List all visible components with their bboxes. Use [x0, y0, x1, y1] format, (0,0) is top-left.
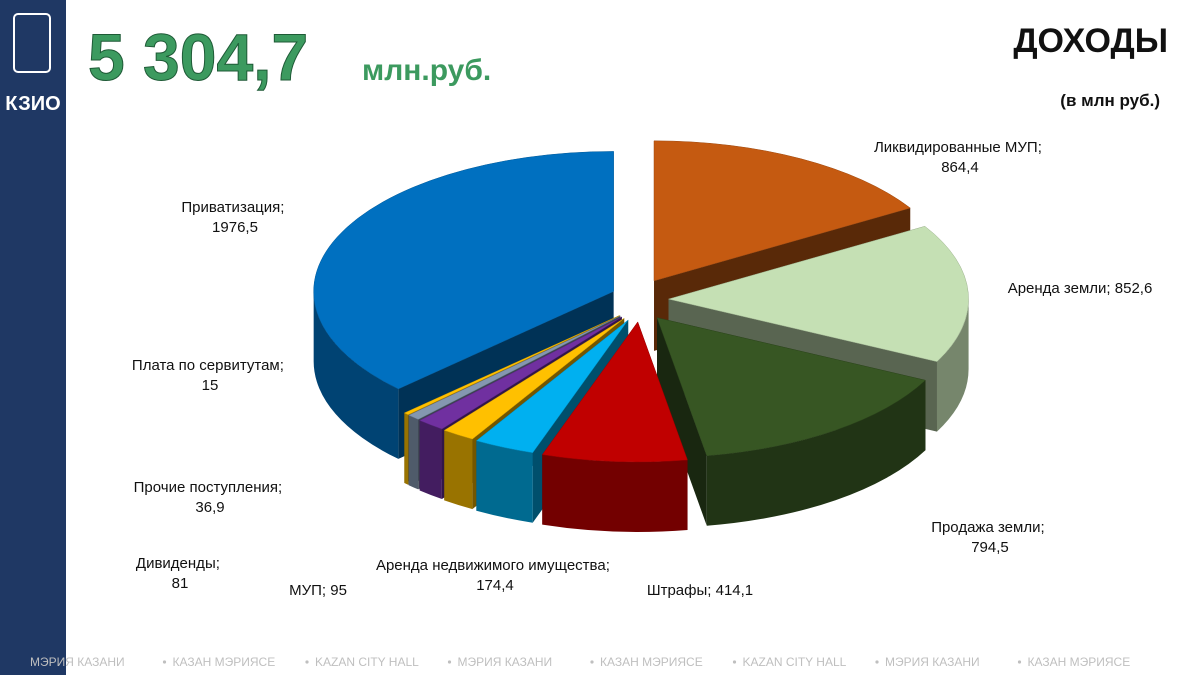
label-category: МУП: [289, 582, 322, 599]
slice: [656, 317, 926, 457]
label-category: Плата по сервитутам: [132, 357, 280, 374]
pie: [313, 140, 969, 532]
label-separator: ;: [216, 555, 224, 572]
label-category: Аренда недвижимого имущества: [376, 557, 606, 574]
label-category: Штрафы: [647, 582, 707, 599]
label-value: 864,4: [941, 159, 979, 176]
footer-dot: [732, 660, 737, 664]
slice-side: [404, 412, 409, 485]
footer-item: МЭРИЯ КАЗАНИ: [30, 655, 125, 669]
label-separator: ;: [280, 199, 288, 216]
data-label: Аренда земли; 852,6: [1008, 280, 1153, 297]
label-separator: ;: [322, 582, 330, 599]
footer-dot: [305, 660, 309, 664]
label-value: 174,4: [476, 577, 514, 594]
footer-item: KAZAN CITY HALL: [315, 655, 419, 669]
footer: МЭРИЯ КАЗАНИ КАЗАН МЭРИЯСЕ KAZAN CITY HALL…: [30, 655, 1130, 669]
label-separator: ;: [1038, 139, 1046, 156]
chart-title: ДОХОДЫ: [1013, 22, 1168, 60]
slice-side: [936, 299, 969, 432]
footer-item: КАЗАН МЭРИЯСЕ: [1028, 655, 1131, 669]
label-value: 81: [172, 575, 189, 592]
slice: [541, 321, 688, 463]
data-label: Дивиденды; 81: [136, 555, 224, 592]
data-label: Ликвидированные МУП; 864,4: [874, 139, 1046, 176]
footer-item: МЭРИЯ КАЗАНИ: [885, 655, 980, 669]
data-label: Прочие поступления; 36,9: [134, 479, 287, 516]
footer-dot: [875, 660, 879, 664]
slice: [313, 151, 614, 390]
data-label: Продажа земли; 794,5: [931, 519, 1049, 556]
slice: [667, 225, 969, 362]
label-category: Аренда земли: [1008, 280, 1107, 297]
data-label: Приватизация; 1976,5: [181, 199, 288, 236]
slice: [408, 315, 621, 420]
label-category: Ликвидированные МУП: [874, 139, 1038, 156]
label-value: 852,6: [1115, 280, 1153, 297]
label-value: 414,1: [716, 582, 754, 599]
data-label: Штрафы; 414,1: [647, 582, 753, 599]
slice-side: [419, 420, 442, 499]
label-category: Дивиденды: [136, 555, 216, 572]
data-labels: Ликвидированные МУП; 864,4 Аренда земли; …: [132, 139, 1152, 599]
footer-dot: [590, 660, 594, 664]
footer-item: МЭРИЯ КАЗАНИ: [458, 655, 553, 669]
footer-dot: [447, 660, 452, 664]
label-separator: ;: [1040, 519, 1048, 536]
slice: [419, 316, 622, 430]
data-label: Аренда недвижимого имущества; 174,4: [376, 557, 614, 594]
slice-wall: [657, 317, 707, 526]
slice-side: [706, 380, 926, 526]
label-value: 794,5: [971, 539, 1009, 556]
chart-subtitle: (в млн руб.): [1060, 91, 1160, 110]
slice: [403, 315, 620, 416]
slice: [443, 318, 625, 440]
label-value: 1976,5: [212, 219, 258, 236]
logo-emblem: [13, 13, 51, 73]
slice-side: [444, 430, 473, 510]
label-separator: ;: [278, 479, 286, 496]
footer-item: КАЗАН МЭРИЯСЕ: [173, 655, 276, 669]
label-separator: ;: [606, 557, 614, 574]
slice-side: [313, 291, 399, 459]
label-separator: ;: [280, 357, 288, 374]
headline-unit: млн.руб.: [362, 54, 491, 87]
slice-side: [408, 415, 419, 490]
data-label: Плата по сервитутам; 15: [132, 357, 288, 394]
footer-dot: [162, 660, 167, 664]
label-separator: ;: [707, 582, 715, 599]
footer-dot: [1017, 660, 1022, 664]
sidebar: [0, 0, 66, 675]
slice: [653, 140, 911, 282]
headline: 5 304,7: [88, 20, 308, 94]
footer-item: КАЗАН МЭРИЯСЕ: [600, 655, 703, 669]
label-value: 15: [202, 377, 219, 394]
data-label: МУП; 95: [289, 582, 347, 599]
logo-text: КЗИО: [5, 93, 60, 115]
slice-side: [542, 454, 688, 532]
slice: [475, 319, 629, 454]
label-value: 36,9: [195, 499, 224, 516]
label-separator: ;: [1106, 280, 1114, 297]
label-category: Приватизация: [181, 199, 280, 216]
label-category: Продажа земли: [931, 519, 1040, 536]
slice-side: [476, 440, 533, 523]
footer-item: KAZAN CITY HALL: [743, 655, 847, 669]
label-value: 95: [330, 582, 347, 599]
label-category: Прочие поступления: [134, 479, 278, 496]
